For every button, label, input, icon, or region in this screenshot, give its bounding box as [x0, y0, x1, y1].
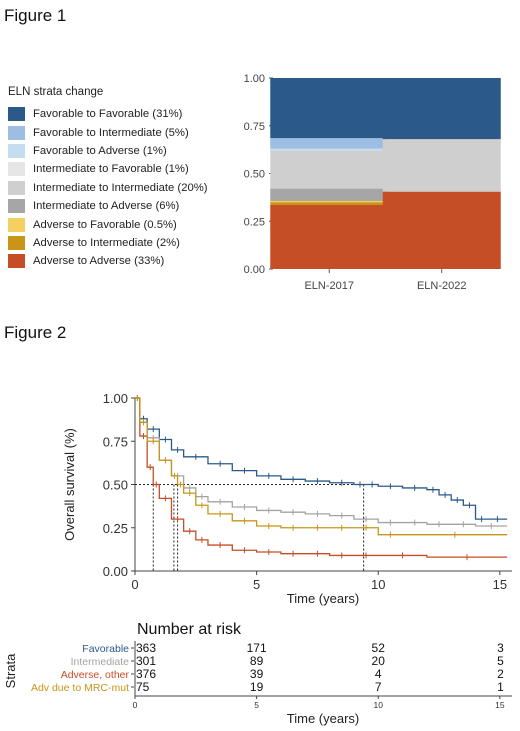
risk-count: 39 [250, 667, 264, 681]
y-tick-label: 0.75 [103, 434, 128, 449]
legend-swatch [8, 235, 25, 250]
legend-item: Intermediate to Favorable (1%) [8, 160, 208, 178]
figure2-title: Figure 2 [4, 323, 67, 342]
risk-group-label: Favorable [82, 643, 129, 655]
survival-curve [135, 397, 508, 527]
risk-x-tick-label: 15 [495, 700, 505, 710]
risk-table-title: Number at risk [137, 621, 242, 638]
risk-count: 89 [250, 654, 264, 668]
legend-swatch [8, 143, 25, 158]
y-tick-label: 1.00 [103, 391, 128, 406]
risk-group-label: Adverse, other [61, 669, 130, 681]
y-tick-label: 0.25 [103, 521, 128, 536]
risk-count: 5 [497, 654, 504, 668]
y-tick-label: 0.75 [244, 121, 265, 133]
survival-curve [135, 397, 508, 558]
legend-item: Favorable to Intermediate (5%) [8, 123, 208, 141]
legend-swatch [8, 199, 25, 214]
risk-group-label: Adv due to MRC-mut [31, 682, 129, 694]
risk-count: 52 [372, 641, 386, 655]
bar-segment [270, 202, 389, 206]
risk-count: 363 [136, 641, 156, 655]
legend-swatch [8, 254, 25, 269]
risk-group-label: Intermediate [71, 656, 130, 668]
y-tick-label: 0.25 [244, 216, 265, 228]
risk-count: 301 [136, 654, 156, 668]
legend-item: Favorable to Adverse (1%) [8, 142, 208, 160]
legend-label: Intermediate to Adverse (6%) [33, 200, 180, 213]
y-tick-label: 0.50 [103, 478, 128, 493]
legend-item: Intermediate to Adverse (6%) [8, 197, 208, 215]
x-axis-label: Time (years) [287, 591, 359, 606]
risk-count: 19 [250, 680, 264, 694]
bar-segment [270, 201, 389, 203]
legend-item: Intermediate to Intermediate (20%) [8, 179, 208, 197]
legend-label: Adverse to Intermediate (2%) [33, 236, 180, 249]
survival-curve [135, 397, 508, 520]
legend-label: Favorable to Intermediate (5%) [33, 126, 189, 139]
x-tick-label: 10 [371, 577, 385, 592]
legend-swatch [8, 125, 25, 140]
bar-segment [270, 138, 389, 149]
stacked-bar-chart: 0.00 0.25 0.50 0.75 1.00 ELN-2017 ELN-2022 [244, 73, 501, 292]
risk-count: 171 [247, 641, 267, 655]
legend: Favorable to Favorable (31%) Favorable t… [8, 105, 208, 271]
bar-segment [382, 78, 501, 140]
legend-swatch [8, 107, 25, 122]
bar-segment [270, 78, 389, 139]
x-tick-label: 15 [493, 577, 507, 592]
legend-item: Favorable to Favorable (31%) [8, 105, 208, 123]
risk-x-axis-label: Time (years) [287, 711, 359, 726]
legend-swatch [8, 162, 25, 177]
legend-label: Favorable to Favorable (31%) [33, 108, 183, 121]
risk-count: 1 [497, 680, 504, 694]
legend-label: Favorable to Adverse (1%) [33, 144, 167, 157]
bar-segment [382, 191, 501, 269]
legend-item: Adverse to Intermediate (2%) [8, 234, 208, 252]
risk-count: 376 [136, 667, 156, 681]
y-axis-label: Overall survival (%) [62, 428, 77, 541]
risk-x-tick-label: 5 [254, 700, 259, 710]
risk-count: 2 [497, 667, 504, 681]
risk-count: 4 [375, 667, 382, 681]
legend-label: Adverse to Favorable (0.5%) [33, 218, 177, 231]
legend-label: Intermediate to Intermediate (20%) [33, 181, 208, 194]
legend-label: Adverse to Adverse (33%) [33, 255, 165, 268]
x-tick-label: 5 [253, 577, 260, 592]
risk-count: 20 [372, 654, 386, 668]
bar-segment [270, 148, 389, 151]
legend-label: Intermediate to Favorable (1%) [33, 163, 189, 176]
x-tick-label: 0 [131, 577, 138, 592]
figure1-title: Figure 1 [4, 6, 67, 25]
y-tick-label: 0.00 [244, 264, 265, 276]
risk-x-tick-label: 0 [133, 700, 138, 710]
bar-segment [270, 150, 389, 189]
legend-swatch [8, 217, 25, 232]
y-tick-label: 1.00 [244, 73, 265, 85]
strata-label: Strata [3, 653, 18, 688]
x-tick-label: ELN-2022 [417, 280, 467, 292]
legend-title: ELN strata change [8, 86, 104, 98]
risk-count: 75 [136, 680, 150, 694]
y-tick-label: 0.00 [103, 564, 128, 579]
bar-segment [270, 205, 389, 269]
risk-count: 7 [375, 680, 382, 694]
legend-item: Adverse to Adverse (33%) [8, 252, 208, 270]
risk-count: 3 [497, 641, 504, 655]
bar-segment [382, 139, 501, 192]
legend-swatch [8, 180, 25, 195]
risk-x-tick-label: 10 [373, 700, 383, 710]
y-tick-label: 0.50 [244, 169, 265, 181]
legend-item: Adverse to Favorable (0.5%) [8, 215, 208, 233]
bar-segment [270, 188, 389, 202]
x-tick-label: ELN-2017 [304, 280, 354, 292]
